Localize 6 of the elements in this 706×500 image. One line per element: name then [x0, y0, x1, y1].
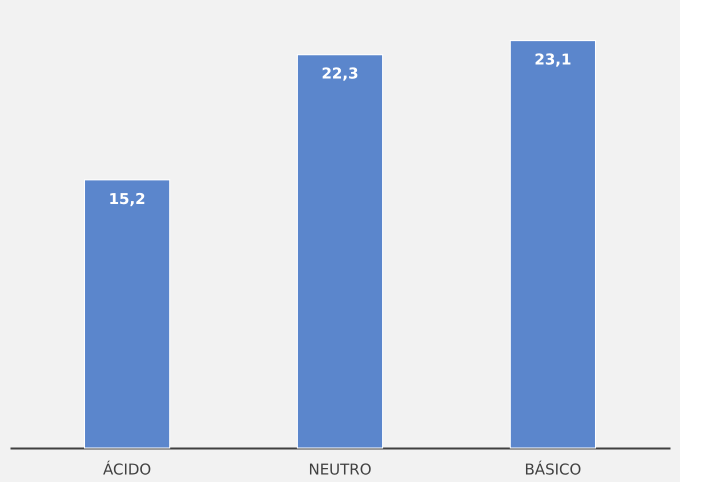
x-tick-label: NEUTRO [308, 460, 372, 478]
data-label: 15,2 [108, 190, 146, 208]
x-tick-label: ÁCIDO [102, 460, 152, 478]
data-label: 22,3 [321, 64, 359, 83]
data-label: 23,1 [534, 50, 572, 69]
x-tick-label: BÁSICO [524, 460, 582, 478]
